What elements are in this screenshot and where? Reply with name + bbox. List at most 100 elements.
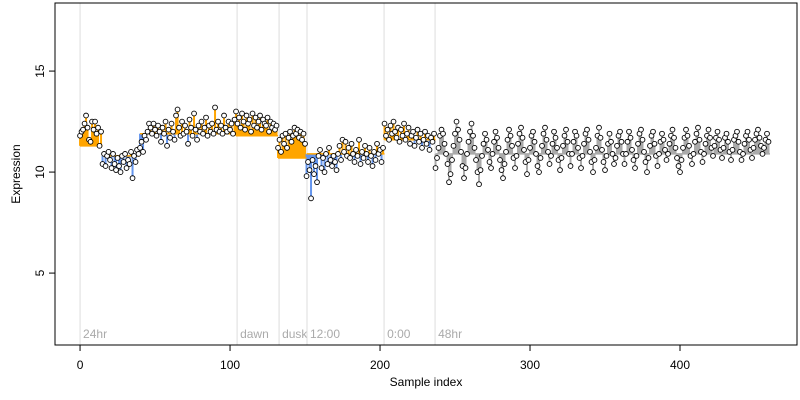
- point: [599, 147, 605, 153]
- point: [276, 136, 283, 143]
- point: [162, 118, 169, 125]
- point: [350, 151, 356, 157]
- point: [132, 159, 139, 165]
- point: [447, 171, 454, 177]
- point: [114, 155, 121, 161]
- point: [239, 110, 245, 117]
- point: [218, 122, 224, 129]
- point: [371, 149, 377, 155]
- point: [237, 124, 244, 131]
- point: [699, 159, 706, 165]
- point: [473, 157, 479, 163]
- point: [263, 122, 269, 129]
- point: [696, 136, 703, 143]
- point: [647, 142, 653, 149]
- x-axis-label: Sample index: [390, 375, 463, 389]
- y-tick-label: 5: [33, 269, 47, 276]
- point: [716, 136, 722, 143]
- point: [326, 144, 332, 151]
- point: [693, 130, 700, 137]
- point: [429, 138, 436, 145]
- point: [614, 142, 620, 149]
- point: [330, 153, 337, 159]
- point: [233, 108, 239, 115]
- point: [384, 126, 391, 133]
- point: [219, 130, 226, 137]
- point: [299, 136, 305, 143]
- point: [573, 132, 580, 139]
- point: [93, 130, 100, 137]
- point: [336, 142, 343, 149]
- point: [200, 130, 206, 137]
- point: [150, 120, 157, 127]
- point: [249, 110, 256, 117]
- point: [750, 144, 757, 151]
- point: [396, 138, 403, 145]
- point: [516, 130, 523, 137]
- point: [567, 163, 574, 169]
- point: [659, 130, 665, 137]
- point: [83, 112, 89, 119]
- point: [507, 132, 514, 139]
- point: [678, 157, 685, 163]
- point: [635, 140, 641, 147]
- point: [746, 136, 752, 143]
- point: [720, 144, 727, 151]
- point: [315, 153, 322, 159]
- point: [153, 132, 160, 139]
- point: [255, 118, 262, 125]
- point: [740, 151, 746, 157]
- x-tick-label: 200: [370, 358, 390, 372]
- point: [188, 124, 194, 131]
- point: [128, 149, 134, 155]
- point: [383, 132, 389, 139]
- point: [498, 167, 505, 173]
- point: [624, 138, 631, 145]
- point: [759, 151, 766, 157]
- point: [359, 149, 365, 155]
- point: [159, 124, 166, 131]
- point: [182, 122, 188, 129]
- point: [690, 151, 697, 157]
- point: [537, 155, 544, 161]
- point: [480, 140, 487, 147]
- point: [317, 147, 323, 153]
- point: [363, 151, 370, 157]
- point: [749, 155, 755, 161]
- point: [495, 144, 502, 151]
- point: [650, 128, 656, 135]
- point: [120, 159, 127, 165]
- point: [506, 126, 512, 133]
- point: [231, 116, 238, 123]
- point: [308, 195, 314, 202]
- point: [692, 138, 698, 145]
- point: [393, 134, 400, 141]
- point: [131, 153, 137, 159]
- point: [491, 138, 497, 145]
- point: [440, 130, 446, 137]
- point: [434, 155, 440, 161]
- point: [540, 130, 547, 137]
- point: [266, 128, 272, 135]
- point: [734, 128, 740, 135]
- point: [585, 136, 592, 143]
- point: [684, 132, 691, 139]
- point: [221, 112, 227, 119]
- point: [518, 124, 524, 131]
- point: [570, 138, 577, 145]
- point: [158, 138, 164, 145]
- point: [606, 130, 613, 137]
- point: [660, 136, 667, 143]
- point: [305, 159, 311, 165]
- point: [300, 130, 307, 137]
- point: [689, 161, 695, 167]
- point: [338, 157, 344, 163]
- point: [329, 163, 335, 169]
- point: [365, 159, 371, 165]
- point: [539, 142, 545, 149]
- point: [710, 153, 716, 159]
- point: [123, 165, 130, 171]
- point: [609, 151, 616, 157]
- point: [479, 153, 485, 159]
- point: [302, 140, 308, 147]
